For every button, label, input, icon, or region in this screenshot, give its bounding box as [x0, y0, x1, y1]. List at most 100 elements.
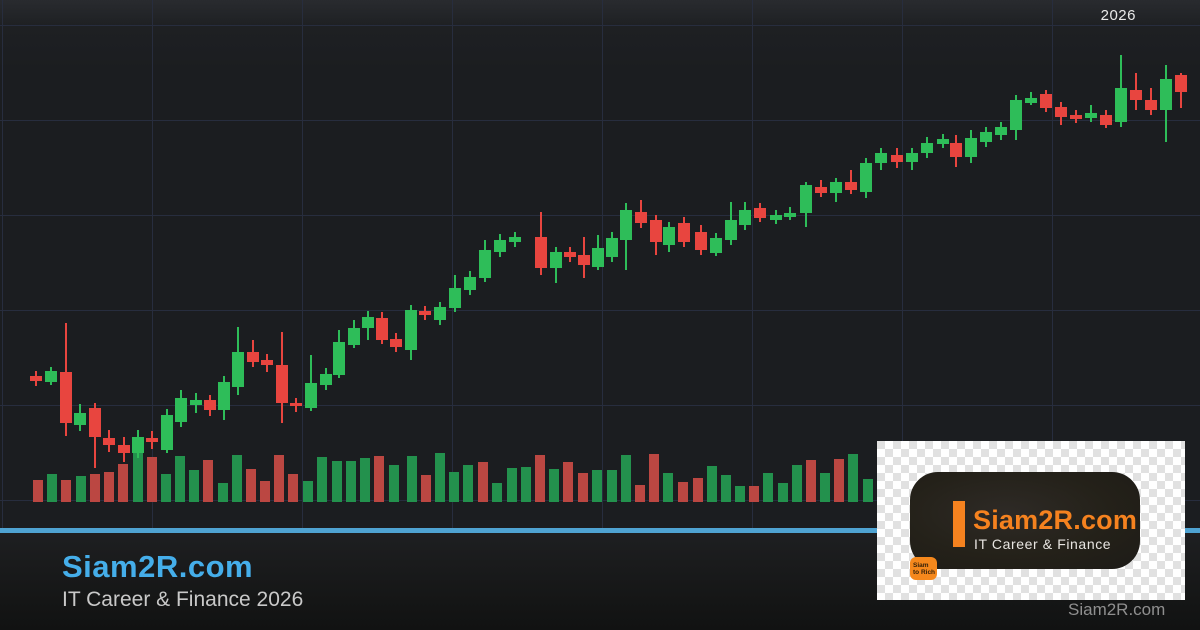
candle-body [390, 339, 402, 347]
candle-body [1085, 113, 1097, 118]
volume-bar [61, 480, 71, 502]
volume-bar [346, 461, 356, 502]
volume-bar [806, 460, 816, 502]
volume-bar [118, 464, 128, 502]
volume-bar [707, 466, 717, 502]
volume-bar [288, 474, 298, 502]
candle-body [592, 248, 604, 267]
candle-body [695, 232, 707, 250]
candle-body [362, 317, 374, 328]
candle-body [550, 252, 562, 268]
volume-bar [303, 481, 313, 502]
siam-to-rich-badge: Siam to Rich [910, 557, 937, 580]
candle-body [950, 143, 962, 157]
volume-bar [478, 462, 488, 502]
candle-body [1130, 90, 1142, 100]
candle-body [509, 237, 521, 242]
footer-tagline-text: IT Career & Finance 2026 [62, 588, 304, 611]
volume-bar [274, 455, 284, 502]
candle-body [45, 371, 57, 382]
volume-bar [389, 465, 399, 502]
candle-body [60, 372, 72, 423]
volume-bar [360, 458, 370, 502]
volume-bar [449, 472, 459, 502]
candle-body [830, 182, 842, 193]
volume-bar [563, 462, 573, 502]
volume-bar [663, 473, 673, 502]
candle-body [1115, 88, 1127, 122]
volume-bar [317, 457, 327, 502]
candle-body [663, 227, 675, 245]
volume-bar [33, 480, 43, 502]
volume-bar [721, 475, 731, 502]
watermark-text: Siam2R.com [1068, 600, 1166, 619]
candle-body [449, 288, 461, 308]
volume-bar [578, 473, 588, 502]
candle-body [305, 383, 317, 408]
candle-body [678, 223, 690, 242]
logo-tagline-text: IT Career & Finance [974, 536, 1112, 552]
candle-body [161, 415, 173, 450]
logo-accent-bar-icon [953, 501, 965, 547]
candle-body [937, 139, 949, 144]
volume-bar [104, 472, 114, 502]
candle-body [710, 238, 722, 253]
volume-bar [763, 473, 773, 502]
volume-bar [76, 476, 86, 502]
volume-bar [435, 453, 445, 502]
volume-bar [232, 455, 242, 502]
candle-body [770, 215, 782, 220]
candle-body [1070, 115, 1082, 119]
candle-body [376, 318, 388, 340]
candle-body [578, 255, 590, 265]
volume-bar [848, 454, 858, 502]
volume-bar [778, 483, 788, 502]
logo-sticker-panel: Siam2R.com IT Career & Finance Siam to R… [877, 441, 1185, 600]
candle-body [921, 143, 933, 153]
candle-body [103, 438, 115, 445]
candle-body [1160, 79, 1172, 110]
volume-bar [693, 478, 703, 502]
candle-body [535, 237, 547, 268]
candle-body [784, 213, 796, 217]
candle-body [1175, 75, 1187, 92]
volume-bar [374, 456, 384, 502]
candle-body [1040, 94, 1052, 108]
volume-bar [90, 474, 100, 502]
candle-body [995, 127, 1007, 135]
volume-bar [863, 479, 873, 502]
candle-body [606, 238, 618, 257]
candle-body [725, 220, 737, 240]
candle-body [434, 307, 446, 320]
candle-body [348, 328, 360, 345]
candle-body [118, 445, 130, 453]
volume-bar [535, 455, 545, 502]
volume-bar [549, 469, 559, 502]
volume-bar [147, 457, 157, 502]
volume-bar [649, 454, 659, 502]
divider-line [0, 528, 1200, 533]
year-label: 2026 [1100, 7, 1136, 24]
candle-body [290, 403, 302, 406]
candle-body [30, 376, 42, 381]
volume-bar [607, 470, 617, 502]
candle-body [891, 155, 903, 162]
volume-bar [175, 456, 185, 502]
volume-bar [521, 467, 531, 502]
candle-body [1145, 100, 1157, 110]
volume-bar [820, 473, 830, 502]
candle-body [564, 252, 576, 257]
candle-body [1025, 98, 1037, 103]
logo-brand-text: Siam2R.com [973, 505, 1138, 535]
volume-bar [507, 468, 517, 502]
volume-bar [592, 470, 602, 502]
candle-body [860, 163, 872, 192]
candle-body [494, 240, 506, 252]
candle-body [1010, 100, 1022, 130]
candle-body [980, 132, 992, 142]
candle-body [333, 342, 345, 375]
candle-body [464, 277, 476, 290]
candle-body [89, 408, 101, 437]
volume-bar [735, 486, 745, 502]
candle-body [276, 365, 288, 403]
